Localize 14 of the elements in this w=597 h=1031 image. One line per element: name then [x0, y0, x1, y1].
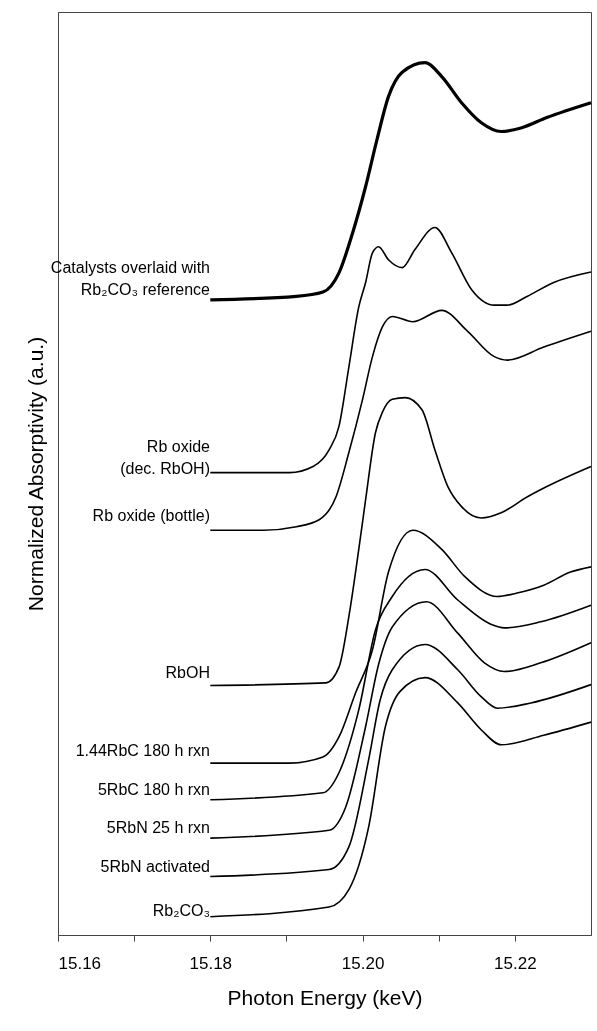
series-label: 5RbC 180 h rxn: [97, 780, 210, 798]
x-tick-label: 15.16: [58, 953, 102, 973]
x-axis-title: Photon Energy (keV): [227, 985, 423, 1009]
x-tick-label: 15.18: [189, 953, 233, 973]
series-label: 5RbN 25 h rxn: [106, 819, 210, 837]
y-axis-title: Normalized Absorptivity (a.u.): [23, 336, 47, 612]
series-label: Rb oxide (dec. RbOH): [120, 437, 211, 477]
series-label: Rb₂CO₃: [152, 901, 210, 919]
series-label: Rb oxide (bottle): [92, 507, 210, 525]
series-label: 1.44RbC 180 h rxn: [75, 742, 210, 760]
series-label: RbOH: [165, 664, 210, 682]
series-label: 5RbN activated: [100, 857, 210, 875]
x-tick-label: 15.20: [341, 953, 385, 973]
x-tick-label: 15.22: [494, 953, 537, 973]
